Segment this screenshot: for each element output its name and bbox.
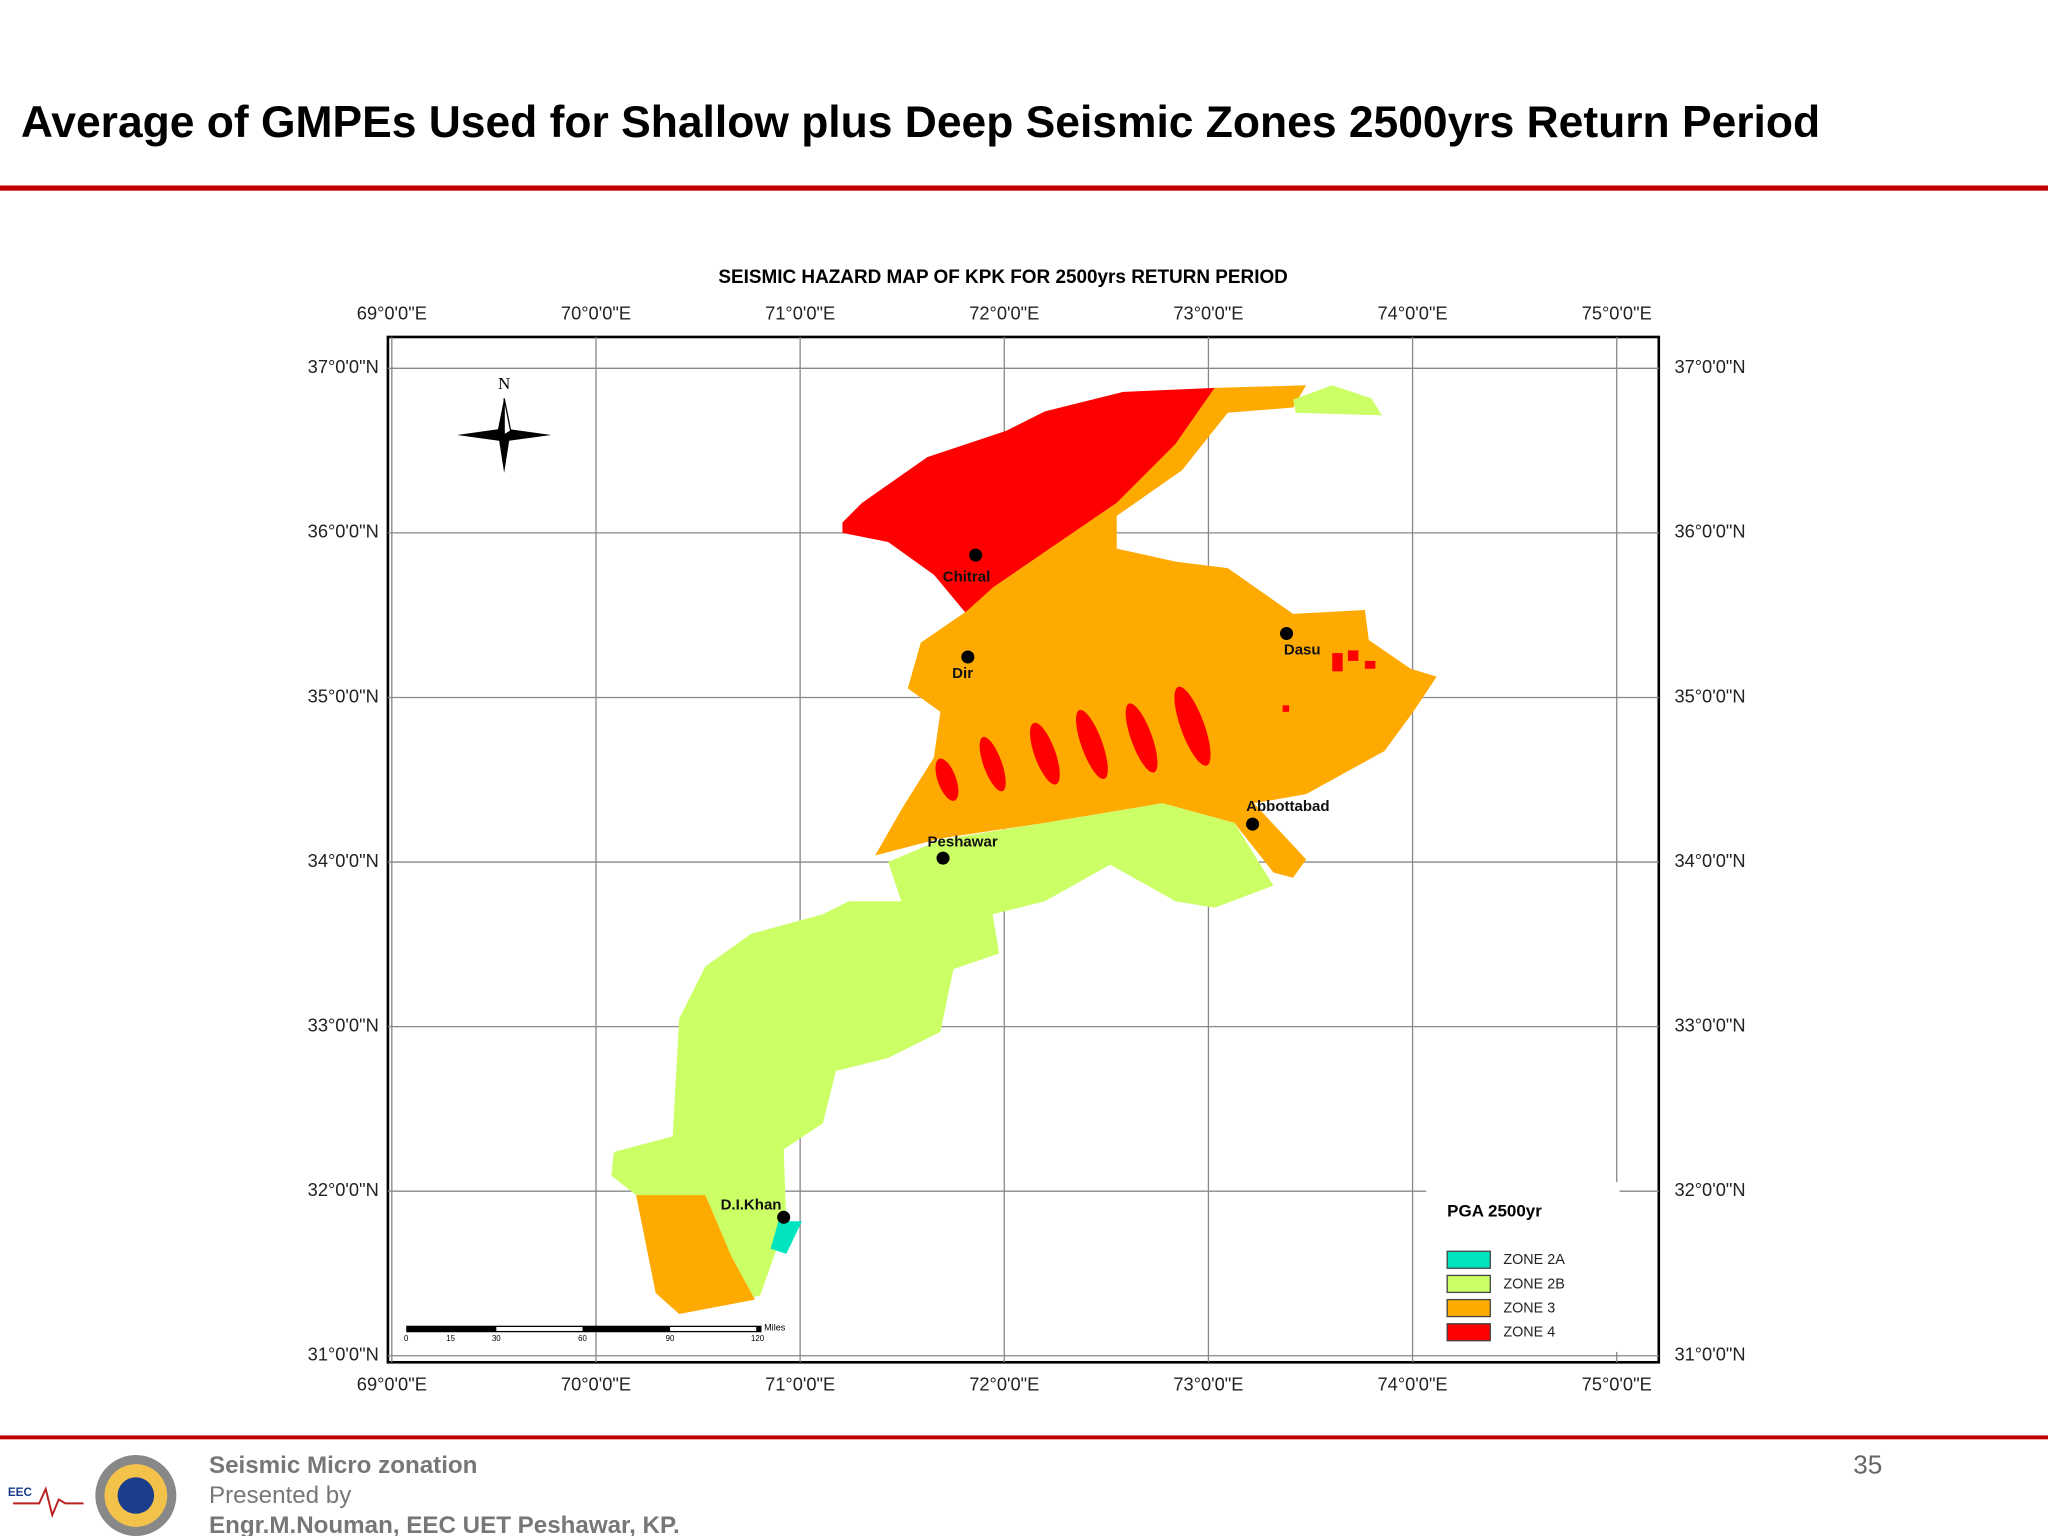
lat-label: 35°0'0"N	[308, 685, 379, 706]
title-rule	[0, 185, 2048, 191]
slide-title: Average of GMPEs Used for Shallow plus D…	[21, 98, 1820, 147]
city-label: Dir	[952, 665, 973, 682]
city-label: Dasu	[1284, 641, 1321, 658]
zone-3-region	[636, 1195, 755, 1314]
legend-swatch	[1446, 1323, 1491, 1342]
lat-label: 36°0'0"N	[308, 521, 379, 542]
lon-label: 69°0'0"E	[357, 303, 427, 324]
zone-3-region	[875, 385, 1437, 878]
footer-rule	[0, 1435, 2048, 1440]
zone-2b-region	[1293, 385, 1382, 416]
lat-label: 35°0'0"N	[1674, 685, 1745, 706]
scale-tick: 15	[446, 1334, 455, 1343]
scale-unit: Miles	[764, 1323, 786, 1333]
lon-label: 75°0'0"E	[1582, 303, 1652, 324]
scale-tick: 0	[404, 1334, 409, 1343]
city-marker	[777, 1210, 791, 1224]
city-label: Abbottabad	[1246, 798, 1329, 815]
scale-tick: 30	[492, 1334, 501, 1343]
city-marker	[936, 851, 950, 865]
zone-2b-region	[611, 803, 1274, 1307]
lon-label: 71°0'0"E	[765, 1374, 835, 1395]
scale-bar	[406, 1325, 762, 1333]
lon-label: 75°0'0"E	[1582, 1374, 1652, 1395]
footer-line: Seismic Micro zonation	[209, 1452, 477, 1479]
lat-label: 34°0'0"N	[1674, 850, 1745, 871]
lon-label: 72°0'0"E	[969, 303, 1039, 324]
footer-line: Presented by	[209, 1482, 352, 1509]
legend-label: ZONE 4	[1503, 1325, 1555, 1341]
legend-title: PGA 2500yr	[1447, 1202, 1542, 1221]
lon-label: 73°0'0"E	[1173, 303, 1243, 324]
lon-label: 74°0'0"E	[1378, 1374, 1448, 1395]
legend-label: ZONE 2A	[1503, 1252, 1565, 1268]
lon-label: 70°0'0"E	[561, 303, 631, 324]
lon-label: 71°0'0"E	[765, 303, 835, 324]
lat-label: 34°0'0"N	[308, 850, 379, 871]
scale-tick: 120	[751, 1334, 765, 1343]
north-label: N	[498, 374, 510, 393]
lon-label: 74°0'0"E	[1378, 303, 1448, 324]
city-label: Chitral	[943, 568, 991, 585]
lat-label: 33°0'0"N	[308, 1014, 379, 1035]
legend-label: ZONE 3	[1503, 1301, 1555, 1317]
lon-label: 72°0'0"E	[969, 1374, 1039, 1395]
lat-label: 33°0'0"N	[1674, 1014, 1745, 1035]
legend: ZONE 2A ZONE 2B ZONE 3 ZONE 4	[1446, 1250, 1565, 1342]
legend-swatch	[1446, 1274, 1491, 1294]
logo: EEC	[8, 1455, 177, 1536]
legend-swatch	[1446, 1298, 1491, 1318]
lon-label: 70°0'0"E	[561, 1374, 631, 1395]
lat-label: 32°0'0"N	[1674, 1179, 1745, 1200]
zone-4-region	[842, 387, 1215, 614]
lon-label: 69°0'0"E	[357, 1374, 427, 1395]
city-marker	[1246, 817, 1260, 831]
zones	[611, 385, 1437, 1314]
page-number: 35	[1853, 1450, 1882, 1480]
logo-text: EEC	[8, 1486, 33, 1499]
scale-tick: 90	[666, 1334, 675, 1343]
lat-label: 37°0'0"N	[1674, 356, 1745, 377]
footer-line: Engr.M.Nouman, EEC UET Peshawar, KP.	[209, 1512, 680, 1536]
lon-label: 73°0'0"E	[1173, 1374, 1243, 1395]
city-label: D.I.Khan	[721, 1197, 782, 1214]
lat-label: 36°0'0"N	[1674, 521, 1745, 542]
city-marker	[961, 650, 975, 664]
city-marker	[1280, 626, 1294, 640]
city-label: Peshawar	[928, 833, 998, 850]
lat-label: 37°0'0"N	[308, 356, 379, 377]
zone-4-bands	[935, 650, 1376, 801]
lat-label: 32°0'0"N	[308, 1179, 379, 1200]
lat-label: 31°0'0"N	[1674, 1344, 1745, 1365]
scale-tick: 60	[578, 1334, 587, 1343]
city-marker	[969, 548, 983, 562]
cities: Chitral Dir Dasu Abbottabad Peshawar D.I.Khan	[721, 548, 1330, 1224]
map-title: SEISMIC HAZARD MAP OF KPK FOR 2500yrs RE…	[718, 267, 1288, 288]
legend-label: ZONE 2B	[1503, 1276, 1564, 1292]
legend-swatch	[1446, 1250, 1491, 1269]
lat-label: 31°0'0"N	[308, 1344, 379, 1365]
zone-2a-region	[770, 1221, 802, 1254]
footer-text: Seismic Micro zonation Presented by Engr.M…	[209, 1452, 680, 1536]
